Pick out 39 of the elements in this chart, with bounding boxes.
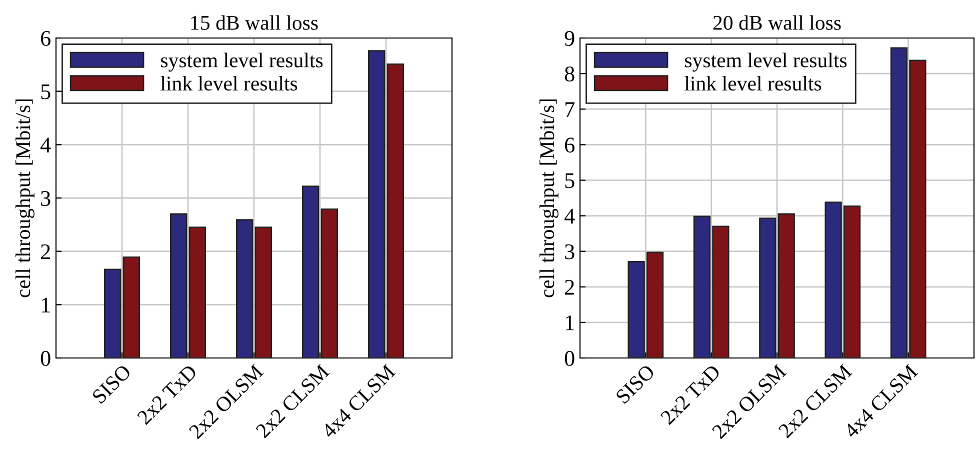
y-tick-label: 6 xyxy=(564,138,574,153)
y-tick-label: 9 xyxy=(564,30,574,46)
bar xyxy=(368,50,386,358)
legend-label: link level results xyxy=(684,76,822,91)
bar xyxy=(302,186,320,358)
y-tick-label: 1 xyxy=(566,315,574,330)
y-tick-label: 6 xyxy=(40,30,50,46)
y-tick-label: 0 xyxy=(564,350,574,366)
bar xyxy=(188,226,206,358)
y-tick-label: 0 xyxy=(40,350,50,366)
bar xyxy=(386,63,404,358)
y-tick-label: 2 xyxy=(41,244,50,260)
y-tick-label: 5 xyxy=(41,84,50,100)
y-axis-title: cell throughput [Mbit/s] xyxy=(540,99,558,298)
x-tick-label: 2x2 TxD xyxy=(136,364,198,425)
bar xyxy=(104,268,122,358)
y-tick-label: 2 xyxy=(565,280,574,295)
chart-title: 15 dB wall loss xyxy=(191,15,318,30)
bar xyxy=(320,208,338,358)
bar xyxy=(778,213,795,358)
y-tick-label: 1 xyxy=(42,298,50,312)
chart-title: 20 dB wall loss xyxy=(713,15,841,30)
y-axis-title: cell throughput [Mbit/s] xyxy=(16,99,34,298)
y-tick-label: 5 xyxy=(565,173,574,188)
y-tick-label: 7 xyxy=(565,102,574,117)
bar xyxy=(236,219,254,358)
bar xyxy=(759,218,776,358)
bar xyxy=(122,256,140,358)
bar xyxy=(170,213,188,358)
y-tick-label: 4 xyxy=(564,208,575,224)
bar xyxy=(254,226,272,358)
legend-label: link level results xyxy=(160,76,298,91)
legend-label: system level results xyxy=(685,52,847,72)
x-tick-label: 2x2 TxD xyxy=(660,364,721,425)
y-tick-label: 8 xyxy=(564,66,574,82)
y-tick-label: 3 xyxy=(41,190,50,206)
legend-label: system level results xyxy=(161,52,323,72)
y-tick-label: 4 xyxy=(40,138,51,152)
y-tick-label: 3 xyxy=(565,244,574,260)
